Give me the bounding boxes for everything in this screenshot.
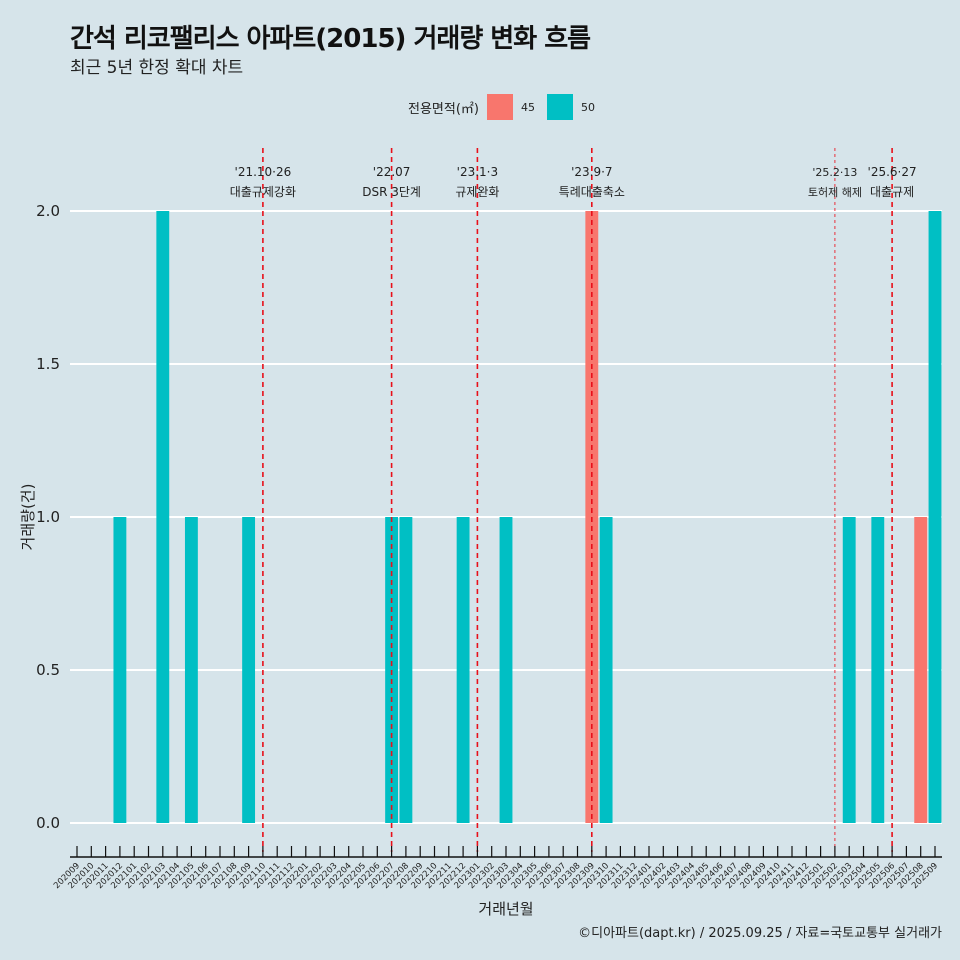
event-date: '23.9·7 [571,165,612,179]
chart-subtitle: 최근 5년 한정 확대 차트 [70,58,244,78]
event-label: 대출규제강화 [230,185,296,199]
event-label: 토허제 해제 [808,185,862,199]
legend-label-50: 50 [580,100,595,114]
y-tick-label: 1.5 [36,355,60,373]
caption: ©디아파트(dapt.kr) / 2025.09.25 / 자료=국토교통부 실… [578,926,942,941]
event-label: 규제완화 [455,185,499,199]
event-label: 특례대출축소 [559,185,625,199]
bar-50-202105 [184,517,198,823]
bar-50-202012 [113,517,127,823]
bar-50-202212 [456,517,470,823]
bar-50-202103 [156,211,170,823]
bar-50-202503 [842,517,856,823]
y-tick-label: 2.0 [36,202,60,220]
legend-title: 전용면적(㎡) [408,101,479,117]
y-tick-label: 0.0 [36,814,60,832]
legend-swatch-50 [546,94,573,120]
chart-title: 간석 리코팰리스 아파트(2015) 거래량 변화 흐름 [70,24,591,54]
y-tick-label: 1.0 [36,508,60,526]
event-date: '21.10·26 [235,165,292,179]
bar-50-202509 [928,211,942,823]
bar-50-202303 [499,517,513,823]
event-label: DSR 3단계 [362,185,421,199]
x-axis-title: 거래년월 [478,900,533,918]
bar-50-202505 [871,517,885,823]
bar-50-202208 [399,517,413,823]
event-date: '23.1·3 [457,165,498,179]
y-axis-title: 거래량(건) [19,484,37,551]
bar-50-202310 [599,517,613,823]
y-tick-label: 0.5 [36,661,60,679]
legend-swatch-45 [486,94,513,120]
event-date: '25.6·27 [868,165,917,179]
event-label: 대출규제 [870,185,914,199]
legend-label-45: 45 [520,100,535,114]
bar-45-202508 [914,517,928,823]
event-date: '25.2·13 [812,166,857,179]
legend: 전용면적(㎡) 45 50 [408,94,599,120]
bar-50-202109 [242,517,256,823]
event-date: '22.07 [373,165,411,179]
